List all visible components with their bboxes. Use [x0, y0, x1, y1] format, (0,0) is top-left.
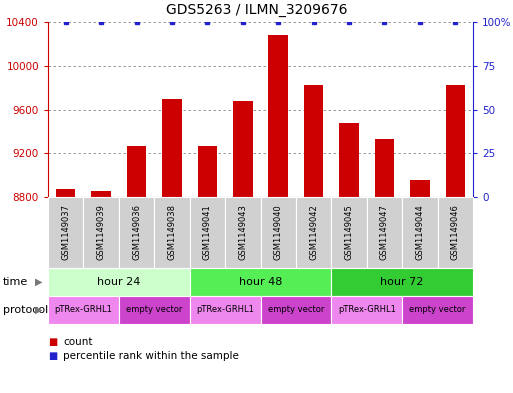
Bar [198, 145, 217, 197]
Text: pTRex-GRHL1: pTRex-GRHL1 [338, 305, 396, 314]
Bar [268, 35, 288, 197]
Text: GSM1149038: GSM1149038 [167, 204, 176, 261]
Text: protocol: protocol [3, 305, 48, 315]
Text: pTRex-GRHL1: pTRex-GRHL1 [54, 305, 112, 314]
Bar [339, 123, 359, 197]
Text: hour 24: hour 24 [97, 277, 141, 287]
Text: ▶: ▶ [35, 277, 43, 287]
Bar [410, 180, 429, 197]
Text: GSM1149041: GSM1149041 [203, 205, 212, 261]
Bar [162, 99, 182, 197]
Text: ▶: ▶ [35, 305, 43, 315]
Text: GSM1149037: GSM1149037 [61, 204, 70, 261]
Text: GSM1149043: GSM1149043 [239, 205, 247, 261]
Text: empty vector: empty vector [409, 305, 466, 314]
Text: pTRex-GRHL1: pTRex-GRHL1 [196, 305, 254, 314]
Text: GSM1149040: GSM1149040 [274, 205, 283, 261]
Text: count: count [64, 337, 93, 347]
Text: GSM1149046: GSM1149046 [451, 205, 460, 261]
Text: GSM1149042: GSM1149042 [309, 205, 318, 261]
Bar [233, 101, 252, 197]
Bar [91, 191, 111, 197]
Text: ■: ■ [48, 351, 57, 361]
Text: GSM1149045: GSM1149045 [345, 205, 353, 261]
Text: empty vector: empty vector [126, 305, 183, 314]
Bar [56, 189, 75, 197]
Text: percentile rank within the sample: percentile rank within the sample [64, 351, 239, 361]
Text: GSM1149039: GSM1149039 [96, 205, 106, 261]
Bar [127, 145, 146, 197]
Text: GSM1149044: GSM1149044 [416, 205, 424, 261]
Text: time: time [3, 277, 28, 287]
Bar [304, 85, 323, 197]
Text: GSM1149036: GSM1149036 [132, 204, 141, 261]
Bar [446, 85, 465, 197]
Text: GSM1149047: GSM1149047 [380, 205, 389, 261]
Text: empty vector: empty vector [268, 305, 324, 314]
Text: hour 48: hour 48 [239, 277, 282, 287]
Text: GDS5263 / ILMN_3209676: GDS5263 / ILMN_3209676 [166, 3, 347, 17]
Text: hour 72: hour 72 [381, 277, 424, 287]
Bar [374, 139, 394, 197]
Text: ■: ■ [48, 337, 57, 347]
